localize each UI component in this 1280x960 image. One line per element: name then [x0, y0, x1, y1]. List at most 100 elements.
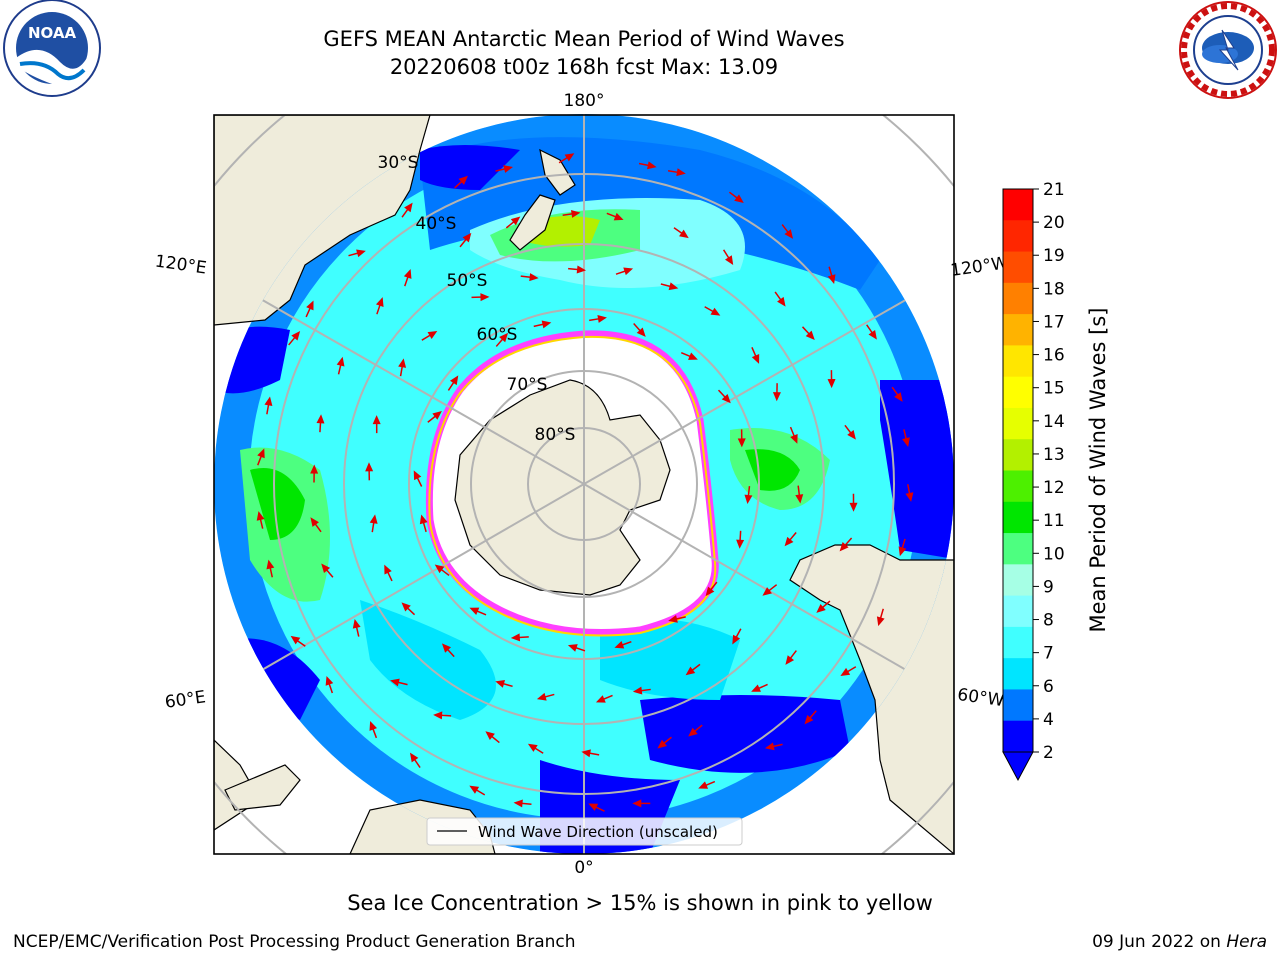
wind-wave-arrow	[667, 168, 686, 177]
wind-wave-arrow	[316, 414, 325, 433]
wind-wave-arrow	[673, 227, 689, 239]
wind-wave-arrow	[705, 581, 718, 597]
colorbar-segment	[1003, 314, 1033, 346]
wind-wave-arrow	[688, 724, 703, 737]
wind-wave-arrow	[632, 799, 651, 808]
wind-wave-arrow	[827, 266, 836, 285]
wind-wave-arrow	[568, 265, 587, 274]
lon-label-0: 0°	[574, 858, 593, 878]
lat-label-50s: 50°S	[447, 271, 488, 291]
wind-wave-arrow	[840, 666, 857, 676]
colorbar-tick-label: 9	[1043, 577, 1054, 597]
wind-wave-arrow	[321, 563, 334, 578]
wind-wave-arrow	[471, 293, 490, 302]
wind-wave-arrow	[732, 628, 742, 645]
colorbar-tick-label: 6	[1043, 677, 1054, 697]
lon-label-120e: 120°E	[154, 252, 208, 279]
wind-wave-arrow	[638, 161, 657, 170]
wind-wave-arrow	[505, 216, 521, 229]
wind-wave-arrow	[657, 736, 672, 749]
wind-wave-arrow	[310, 464, 319, 483]
colorbar-tick-label: 14	[1043, 412, 1065, 432]
wind-wave-arrow	[401, 202, 413, 218]
wind-wave-arrow	[459, 232, 472, 248]
wind-wave-arrow	[898, 538, 907, 557]
wind-wave-arrow	[866, 324, 877, 340]
wind-wave-arrow	[352, 619, 361, 637]
wind-wave-arrow	[849, 493, 858, 512]
wind-wave-arrow	[615, 267, 634, 276]
colorbar-tick-label: 2	[1043, 743, 1054, 763]
colorbar-segment	[1003, 345, 1033, 378]
wind-wave-arrow	[839, 537, 853, 552]
wind-wave-arrow	[614, 640, 632, 649]
wind-wave-arrow	[536, 692, 555, 701]
wind-wave-arrow	[441, 643, 455, 658]
wind-wave-arrow	[660, 282, 679, 291]
lon-label-60w: 60°W	[956, 685, 1005, 711]
wind-wave-arrow	[784, 532, 797, 547]
colorbar-segment	[1003, 595, 1033, 628]
lat-label-70s: 70°S	[507, 375, 548, 395]
wind-wave-arrow	[795, 485, 804, 504]
wind-wave-arrow	[804, 710, 817, 725]
colorbar-tick-label: 13	[1043, 445, 1065, 465]
lat-label-80s: 80°S	[535, 425, 576, 445]
colorbar-segment	[1003, 720, 1033, 753]
wind-wave-arrow	[844, 424, 856, 440]
lon-label-120w: 120°W	[949, 253, 1009, 281]
footer-date-text: 09 Jun 2022 on	[1092, 932, 1227, 952]
wind-wave-arrow	[698, 780, 716, 789]
wind-wave-arrow	[680, 352, 698, 360]
wind-wave-arrow	[419, 514, 428, 533]
colorbar-segment	[1003, 282, 1033, 315]
footer-credit: NCEP/EMC/Verification Post Processing Pr…	[13, 932, 576, 952]
colorbar-label: Mean Period of Wind Waves [s]	[1086, 307, 1110, 633]
wind-wave-arrow	[290, 635, 306, 647]
wind-wave-arrow	[348, 249, 366, 258]
colorbar-tick-label: 20	[1043, 213, 1065, 233]
wind-wave-arrow	[434, 564, 450, 577]
colorbar-tick-label: 12	[1043, 478, 1065, 498]
wind-wave-arrow	[421, 330, 438, 341]
wind-wave-arrow	[513, 799, 532, 808]
graticule	[214, 114, 954, 854]
wind-wave-arrow	[751, 346, 760, 364]
colorbar-segment	[1003, 501, 1033, 534]
colorbar-segment	[1003, 470, 1033, 503]
antarctica	[454, 379, 671, 596]
wind-wave-arrow	[398, 358, 407, 377]
wind-wave-arrow	[469, 607, 487, 616]
wind-wave-arrow	[801, 326, 815, 340]
wind-wave-arrow	[558, 153, 575, 164]
wind-wave-arrow	[781, 224, 794, 239]
colorbar-segment	[1003, 626, 1033, 659]
wind-wave-arrow	[668, 614, 686, 623]
wind-wave-arrow	[589, 314, 607, 323]
colorbar-segment	[1003, 533, 1033, 565]
colorbar-segment	[1003, 658, 1033, 690]
colorbar-tick-label: 7	[1043, 644, 1054, 664]
wind-wave-arrow	[595, 694, 613, 703]
colorbar-tick-label: 4	[1043, 710, 1054, 730]
wind-wave-arrow	[876, 608, 885, 627]
colorbar-segment	[1003, 251, 1033, 284]
wind-wave-arrow	[722, 249, 734, 266]
footer-date: 09 Jun 2022 on Hera	[1092, 932, 1267, 952]
wind-wave-arrow	[567, 644, 586, 652]
wind-wave-arrow	[495, 332, 509, 347]
lat-label-60s: 60°S	[477, 325, 518, 345]
nws-logo	[1179, 1, 1277, 99]
noaa-logo: NOAA	[3, 0, 101, 97]
colorbar-tick-label: 16	[1043, 346, 1065, 366]
wind-wave-arrow	[454, 175, 468, 189]
wind-wave-arrow	[257, 448, 265, 466]
wind-wave-arrow	[390, 678, 408, 687]
colorbar-tick-label: 17	[1043, 312, 1065, 332]
wind-wave-arrow	[685, 663, 701, 676]
wind-wave-arrow	[510, 633, 529, 642]
colorbar-tick-label: 18	[1043, 279, 1065, 299]
lon-label-60e: 60°E	[164, 687, 207, 712]
wind-wave-arrow	[774, 291, 786, 307]
